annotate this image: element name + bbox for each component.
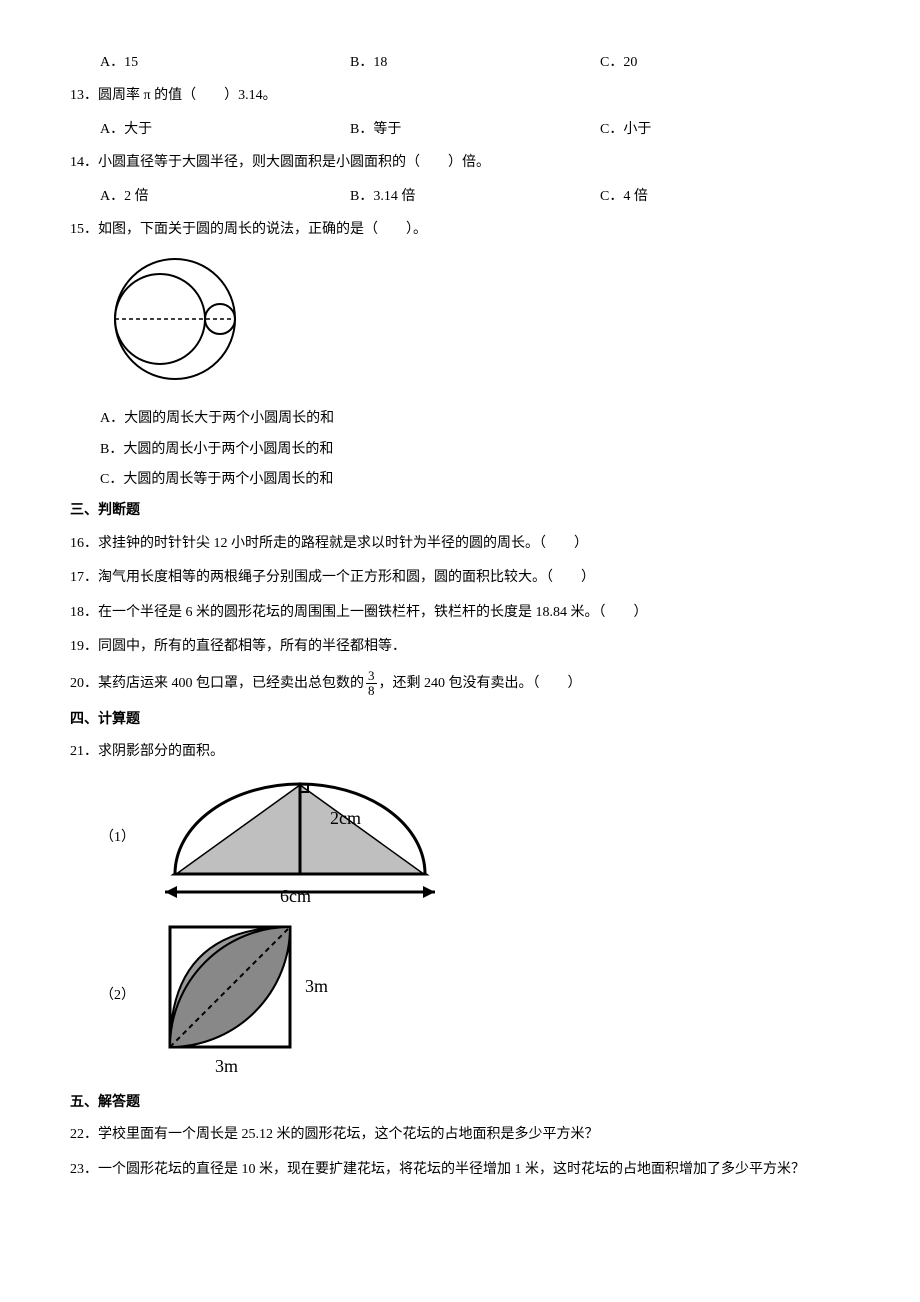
q15-opt-b: B．大圆的周长小于两个小圆周长的和: [70, 437, 850, 464]
circles-diagram-icon: [100, 254, 250, 384]
q20-frac-den: 8: [366, 684, 377, 698]
q14-opt-a: A．2 倍: [100, 184, 350, 211]
q22-text: 22．学校里面有一个周长是 25.12 米的圆形花坛，这个花坛的占地面积是多少平…: [70, 1122, 850, 1149]
q15-opt-a: A．大圆的周长大于两个小圆周长的和: [70, 406, 850, 433]
q13-opt-c: C．小于: [600, 117, 850, 144]
fig1-label: （1）: [100, 825, 135, 852]
q20-part-a: 20．某药店运来 400 包口罩，已经卖出总包数的: [70, 676, 364, 691]
q14-text: 14．小圆直径等于大圆半径，则大圆面积是小圆面积的（ ）倍。: [70, 150, 850, 177]
q16-text: 16．求挂钟的时针针尖 12 小时所走的路程就是求以时针为半径的圆的周长。（ ）: [70, 531, 850, 558]
q20-frac-num: 3: [366, 669, 377, 684]
leaf-square-diagram-icon: 3m 3m: [155, 912, 345, 1082]
q12-opt-b: B．18: [350, 50, 600, 77]
q13-opt-b: B．等于: [350, 117, 600, 144]
q12-options: A．15 B．18 C．20: [70, 50, 850, 77]
fig1-width-label: 6cm: [280, 886, 311, 904]
q21-fig1: （1） 2cm 6cm: [70, 774, 850, 904]
fig2-side-right: 3m: [305, 976, 328, 996]
q21-text: 21．求阴影部分的面积。: [70, 739, 850, 766]
q20-fraction: 38: [366, 669, 377, 699]
q14-opt-c: C．4 倍: [600, 184, 850, 211]
q15-opt-c: C．大圆的周长等于两个小圆周长的和: [70, 467, 850, 494]
q23-text: 23．一个圆形花坛的直径是 10 米，现在要扩建花坛，将花坛的半径增加 1 米，…: [70, 1157, 850, 1184]
q15-text: 15．如图，下面关于圆的周长的说法，正确的是（ ）。: [70, 217, 850, 244]
q14-options: A．2 倍 B．3.14 倍 C．4 倍: [70, 184, 850, 211]
q17-text: 17．淘气用长度相等的两根绳子分别围成一个正方形和圆，圆的面积比较大。（ ）: [70, 565, 850, 592]
q12-opt-a: A．15: [100, 50, 350, 77]
section-3-heading: 三、判断题: [70, 498, 850, 525]
fig2-label: （2）: [100, 983, 135, 1010]
q21-fig2: （2） 3m 3m: [70, 912, 850, 1082]
section-5-heading: 五、解答题: [70, 1090, 850, 1117]
q18-text: 18．在一个半径是 6 米的圆形花坛的周围围上一圈铁栏杆，铁栏杆的长度是 18.…: [70, 600, 850, 627]
triangle-arc-diagram-icon: 2cm 6cm: [155, 774, 445, 904]
q12-opt-c: C．20: [600, 50, 850, 77]
fig2-side-bottom: 3m: [215, 1056, 238, 1076]
fig1-height-label: 2cm: [330, 808, 361, 828]
q20-part-b: ，还剩 240 包没有卖出。（ ）: [379, 676, 582, 691]
q15-figure: [100, 254, 850, 395]
q13-text: 13．圆周率 π 的值（ ）3.14。: [70, 83, 850, 110]
q19-text: 19．同圆中，所有的直径都相等，所有的半径都相等．: [70, 634, 850, 661]
section-4-heading: 四、计算题: [70, 707, 850, 734]
q20-text: 20．某药店运来 400 包口罩，已经卖出总包数的38，还剩 240 包没有卖出…: [70, 669, 850, 699]
q13-options: A．大于 B．等于 C．小于: [70, 117, 850, 144]
q14-opt-b: B．3.14 倍: [350, 184, 600, 211]
q13-opt-a: A．大于: [100, 117, 350, 144]
